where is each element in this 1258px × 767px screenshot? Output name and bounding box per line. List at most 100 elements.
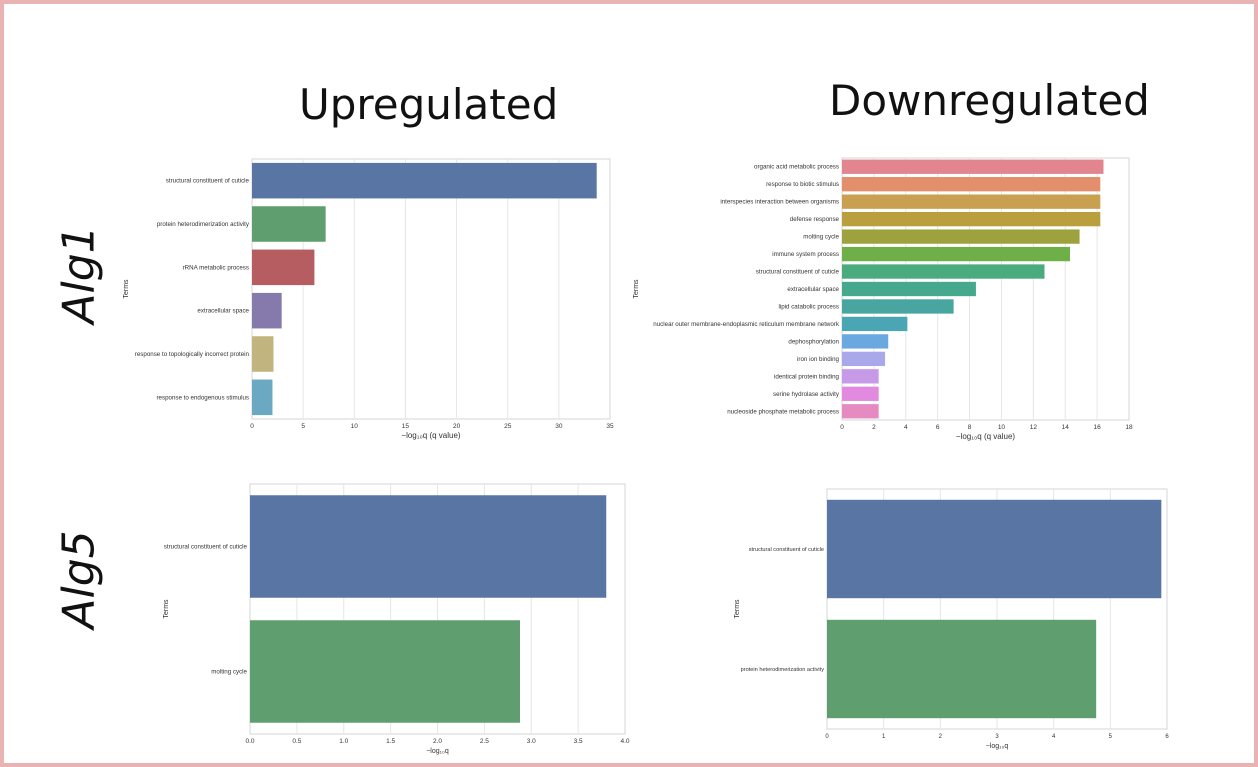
bar bbox=[252, 249, 315, 286]
category-label: molting cycle bbox=[803, 234, 839, 241]
category-label: interspecies interaction between organis… bbox=[720, 199, 839, 206]
bar bbox=[842, 369, 879, 384]
bar bbox=[842, 299, 954, 314]
category-label: extracellular space bbox=[787, 286, 839, 293]
x-tick-label: 0.5 bbox=[292, 738, 301, 745]
x-tick-label: 35 bbox=[606, 423, 614, 430]
x-tick-label: 1.0 bbox=[339, 738, 348, 745]
x-tick-label: 16 bbox=[1093, 424, 1101, 431]
category-label: nuclear outer membrane-endoplasmic retic… bbox=[653, 321, 840, 328]
bar bbox=[842, 159, 1104, 174]
row-label-alg5: Alg5 bbox=[53, 530, 105, 629]
x-tick-label: 30 bbox=[555, 423, 563, 430]
x-axis-title: −log₁₀q (q value) bbox=[401, 431, 461, 440]
bar bbox=[252, 292, 282, 329]
x-tick-label: 3 bbox=[995, 734, 999, 740]
chart-alg1-upregulated: 0 5 10 15 20 25 30 35 structural constituent of … bbox=[123, 158, 614, 440]
x-tick-label: 15 bbox=[402, 423, 410, 430]
x-tick-label: 25 bbox=[504, 423, 512, 430]
x-tick-label: 4 bbox=[904, 424, 908, 431]
y-axis-title: Terms bbox=[633, 279, 640, 299]
bar bbox=[842, 177, 1101, 192]
y-axis-title: Terms bbox=[163, 599, 170, 619]
category-label: response to biotic stimulus bbox=[766, 181, 839, 188]
bar bbox=[252, 336, 274, 372]
bar bbox=[842, 351, 886, 367]
bar bbox=[250, 495, 607, 598]
x-tick-label: 0 bbox=[825, 734, 829, 740]
y-axis-title: Terms bbox=[123, 279, 130, 299]
x-tick-label: 18 bbox=[1125, 424, 1133, 431]
bar bbox=[842, 246, 1071, 262]
bar bbox=[827, 499, 1162, 599]
x-tick-label: 20 bbox=[453, 423, 461, 430]
category-label: rRNA metabolic process bbox=[183, 264, 249, 271]
category-label: structural constituent of cuticle bbox=[166, 178, 250, 185]
bar bbox=[842, 194, 1101, 209]
x-tick-label: 10 bbox=[351, 423, 359, 430]
category-label: structural constituent of cuticle bbox=[164, 544, 248, 551]
bar bbox=[252, 162, 597, 199]
x-tick-label: 3.0 bbox=[527, 738, 536, 745]
bar bbox=[842, 229, 1080, 244]
bar bbox=[250, 620, 520, 723]
x-tick-label: 4 bbox=[1052, 734, 1056, 740]
bar bbox=[842, 264, 1045, 279]
col-title-downregulated: Downregulated bbox=[829, 76, 1150, 125]
x-tick-label: 0.0 bbox=[245, 738, 254, 745]
x-tick-label: 3.5 bbox=[574, 738, 583, 745]
chart-alg5-upregulated: 0.0 0.5 1.0 1.5 2.0 2.5 3.0 3.5 4.0 structural co… bbox=[163, 483, 630, 755]
category-label: extracellular space bbox=[197, 308, 249, 315]
x-tick-label: 8 bbox=[968, 424, 972, 431]
category-label: structural constituent of cuticle bbox=[756, 269, 840, 276]
x-tick-label: 6 bbox=[1165, 734, 1169, 740]
category-label: molting cycle bbox=[211, 669, 247, 676]
x-tick-label: 4.0 bbox=[620, 738, 629, 745]
figure-frame: Upregulated Downregulated Alg1 Alg5 0 5 10… bbox=[4, 4, 1254, 763]
x-tick-label: 14 bbox=[1062, 424, 1070, 431]
x-tick-label: 6 bbox=[936, 424, 940, 431]
bar bbox=[842, 386, 879, 401]
x-tick-label: 0 bbox=[250, 423, 254, 430]
x-axis-title: −log₁₀q (q value) bbox=[956, 432, 1016, 441]
bar bbox=[842, 316, 908, 332]
y-axis-title: Terms bbox=[734, 599, 741, 619]
col-title-upregulated: Upregulated bbox=[299, 80, 559, 129]
bar bbox=[252, 379, 273, 416]
category-label: response to topologically incorrect prot… bbox=[135, 351, 250, 358]
category-label: serine hydrolase activity bbox=[773, 391, 840, 398]
category-label: response to endogenous stimulus bbox=[156, 394, 249, 401]
category-label: immune system process bbox=[772, 251, 839, 258]
category-label: structural constituent of cuticle bbox=[749, 547, 824, 553]
x-tick-label: 0 bbox=[840, 424, 844, 431]
bar bbox=[842, 404, 879, 419]
x-tick-label: 12 bbox=[1030, 424, 1038, 431]
x-tick-label: 2 bbox=[939, 734, 943, 740]
category-label: identical protein binding bbox=[774, 373, 840, 380]
row-label-alg1: Alg1 bbox=[53, 225, 105, 324]
bar bbox=[842, 281, 976, 297]
bar bbox=[252, 206, 326, 242]
category-label: iron ion binding bbox=[797, 356, 840, 363]
category-label: protein heterodimerization activity bbox=[741, 667, 825, 673]
x-tick-label: 2.0 bbox=[433, 738, 442, 745]
chart-alg5-downregulated: 0 1 2 3 4 5 6 structural constituent of cuticle… bbox=[734, 488, 1169, 750]
bar bbox=[842, 334, 889, 349]
x-tick-label: 1.5 bbox=[386, 738, 395, 745]
chart-alg1-downregulated: 0 2 4 6 8 10 12 14 16 18 organic acid metabolic pr… bbox=[633, 157, 1133, 441]
x-axis-title: −log₁₀q bbox=[986, 743, 1009, 750]
category-label: dephosphorylation bbox=[788, 338, 839, 345]
x-tick-label: 2.5 bbox=[480, 738, 489, 745]
category-label: organic acid metabolic process bbox=[754, 164, 839, 171]
x-axis-title: −log₁₀q bbox=[426, 748, 449, 755]
category-label: protein heterodimerization activity bbox=[157, 221, 250, 228]
category-label: nucleoside phosphate metabolic process bbox=[727, 408, 839, 415]
category-label: lipid catabolic process bbox=[778, 303, 839, 310]
category-label: defense response bbox=[790, 216, 840, 223]
bar bbox=[842, 211, 1101, 227]
x-tick-label: 5 bbox=[1109, 734, 1113, 740]
bar bbox=[827, 619, 1097, 719]
x-tick-label: 10 bbox=[998, 424, 1006, 431]
plot-area bbox=[251, 158, 611, 420]
x-tick-label: 2 bbox=[872, 424, 876, 431]
